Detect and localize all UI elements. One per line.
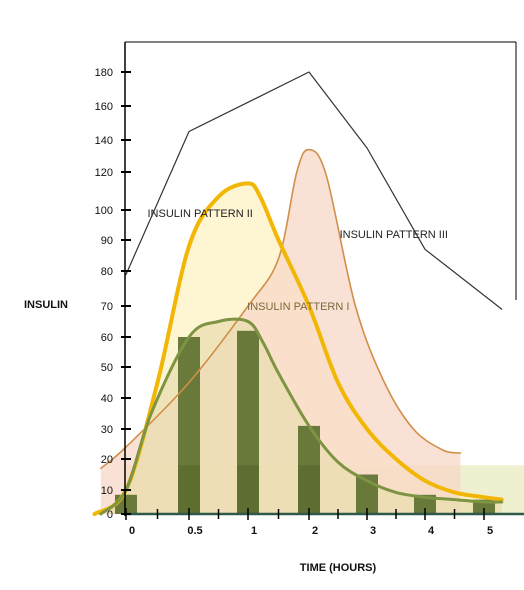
x-tick-label: 4 xyxy=(428,525,435,537)
x-tick-label: 0 xyxy=(129,525,135,537)
bar-shade xyxy=(237,465,259,514)
annotation-label: INSULIN PATTERN I xyxy=(247,301,349,313)
y-axis-label: INSULIN xyxy=(24,299,68,311)
y-tick-label: 120 xyxy=(95,167,113,179)
y-tick-label: 140 xyxy=(95,135,113,147)
bar-shade xyxy=(178,465,200,514)
y-tick-label: 50 xyxy=(101,362,113,374)
y-tick-label: 180 xyxy=(95,67,113,79)
x-tick-label: 2 xyxy=(312,525,318,537)
y-tick-label: 60 xyxy=(101,332,113,344)
y-tick-label: 30 xyxy=(101,424,113,436)
y-tick-label: 100 xyxy=(95,205,113,217)
bar-shade xyxy=(298,465,320,514)
y-tick-label: 40 xyxy=(101,393,113,405)
y-tick-label: 0 xyxy=(107,509,113,521)
y-tick-label: 20 xyxy=(101,454,113,466)
x-tick-label: 5 xyxy=(487,525,493,537)
y-tick-label: 90 xyxy=(101,235,113,247)
x-tick-label: 3 xyxy=(370,525,376,537)
y-tick-label: 70 xyxy=(101,301,113,313)
y-tick-label: 160 xyxy=(95,101,113,113)
y-tick-label: 10 xyxy=(101,485,113,497)
annotation-label: INSULIN PATTERN II xyxy=(148,208,253,220)
x-tick-label: 0.5 xyxy=(187,525,202,537)
x-tick-label: 1 xyxy=(251,525,257,537)
x-axis-label: TIME (HOURS) xyxy=(300,562,377,574)
y-tick-label: 80 xyxy=(101,266,113,278)
annotation-label: INSULIN PATTERN III xyxy=(340,229,448,241)
